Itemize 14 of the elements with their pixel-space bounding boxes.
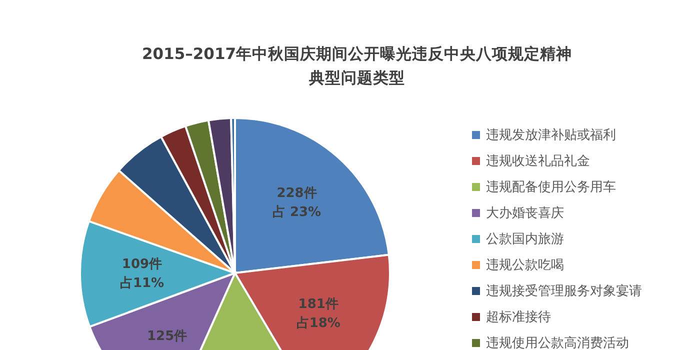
- legend-label: 违规接受管理服务对象宴请: [486, 283, 642, 300]
- legend-label: 超标准接待: [486, 309, 551, 326]
- data-label: 125件: [146, 328, 188, 346]
- legend-label: 违规公款吃喝: [486, 257, 564, 274]
- legend-label: 违规使用公款高消费活动: [486, 335, 629, 350]
- data-label: 228件占 23%: [272, 185, 322, 222]
- legend-label: 公款国内旅游: [486, 231, 564, 248]
- legend-label: 违规配备使用公务用车: [486, 179, 616, 196]
- legend-label: 违规发放津补贴或福利: [486, 127, 616, 144]
- chart-title: 2015–2017年中秋国庆期间公开曝光违反中央八项规定精神典型问题类型: [140, 44, 574, 89]
- legend-label: 大办婚丧喜庆: [486, 205, 564, 222]
- data-label: 181件占18%: [295, 296, 342, 334]
- legend-label: 违规收送礼品礼金: [486, 153, 590, 170]
- data-label: 109件占11%: [118, 256, 166, 293]
